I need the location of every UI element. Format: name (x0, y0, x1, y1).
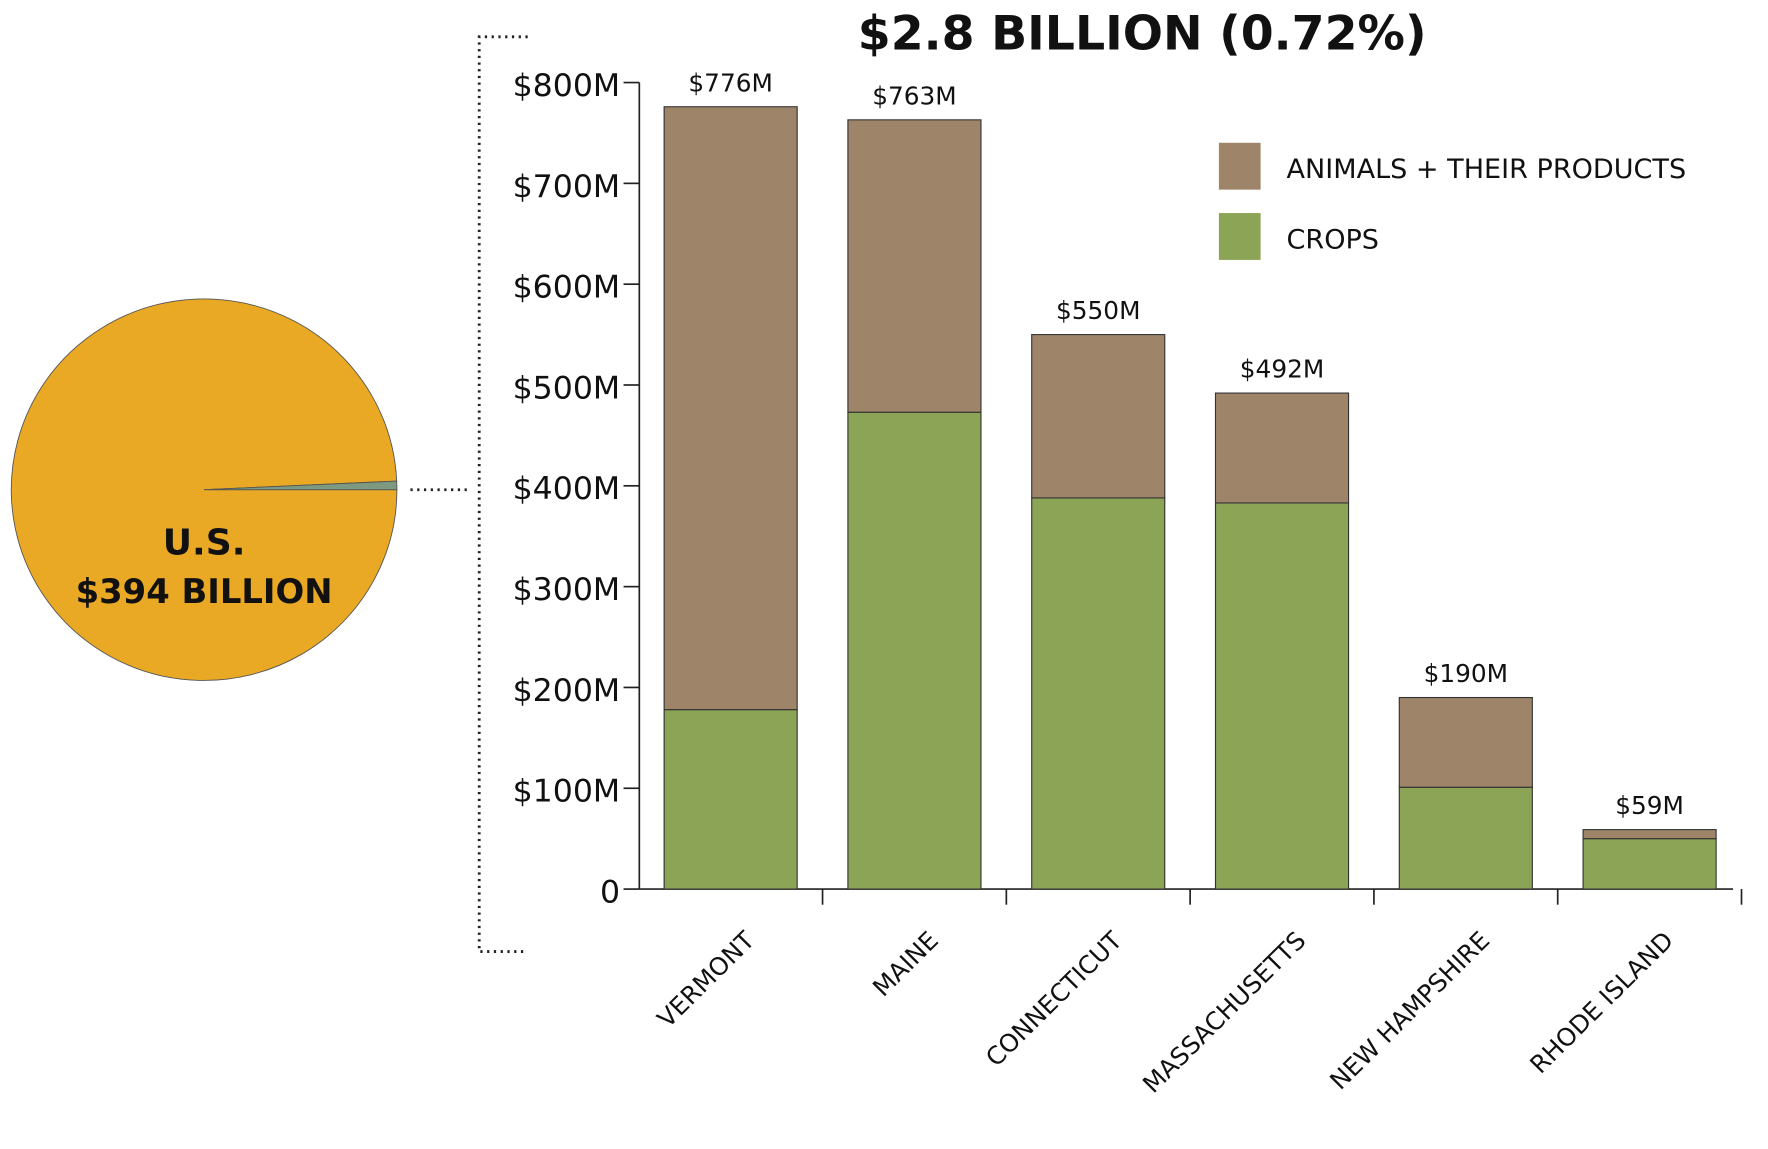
legend-swatch (1218, 142, 1261, 190)
x-tick-label: CONNECTICUT (980, 925, 1129, 1072)
pie-label: U.S. (163, 522, 246, 563)
x-tick-label: NEW HAMPSHIRE (1324, 926, 1495, 1095)
bar-segment (663, 106, 798, 711)
legend-swatch (1218, 213, 1261, 260)
bar-segment (663, 709, 798, 890)
total-label: $550M (1056, 296, 1140, 325)
y-tick-label: $200M (513, 673, 621, 709)
bar-segment (1031, 334, 1166, 499)
bar-segment (1582, 829, 1717, 840)
x-tick-label: RHODE ISLAND (1524, 926, 1679, 1079)
x-tick-label: MAINE (867, 926, 944, 1002)
y-tick-label: $800M (513, 68, 621, 104)
y-tick-label: $300M (513, 572, 621, 608)
y-tick-label: $500M (513, 371, 621, 407)
bar-segment (847, 411, 982, 890)
total-label: $492M (1240, 355, 1324, 384)
y-tick-label: $100M (513, 774, 621, 810)
y-tick-label: 0 (600, 875, 620, 911)
bar-segment (1214, 392, 1350, 504)
bar-segment (1398, 786, 1533, 890)
pie-total: $394 BILLION (76, 572, 333, 611)
total-label: $190M (1424, 659, 1508, 688)
chart-title: $2.8 BILLION (0.72%) (858, 7, 1427, 62)
y-tick-label: $700M (513, 169, 621, 205)
y-tick-label: $600M (513, 270, 621, 306)
total-label: $763M (872, 82, 956, 111)
x-tick-label: VERMONT (652, 925, 761, 1033)
bar-segment (1031, 497, 1166, 890)
pie-slice (204, 480, 398, 491)
x-tick-label: MASSACHUSETTS (1137, 926, 1312, 1099)
bar-segment (1214, 502, 1350, 890)
bar-segment (847, 119, 982, 413)
total-label: $776M (688, 69, 772, 98)
bar-segment (1398, 696, 1533, 788)
total-label: $59M (1615, 791, 1684, 820)
legend-label: CROPS (1287, 225, 1379, 256)
legend-label: ANIMALS + THEIR PRODUCTS (1287, 154, 1687, 185)
bar-segment (1582, 838, 1717, 890)
y-tick-label: $400M (513, 471, 621, 507)
